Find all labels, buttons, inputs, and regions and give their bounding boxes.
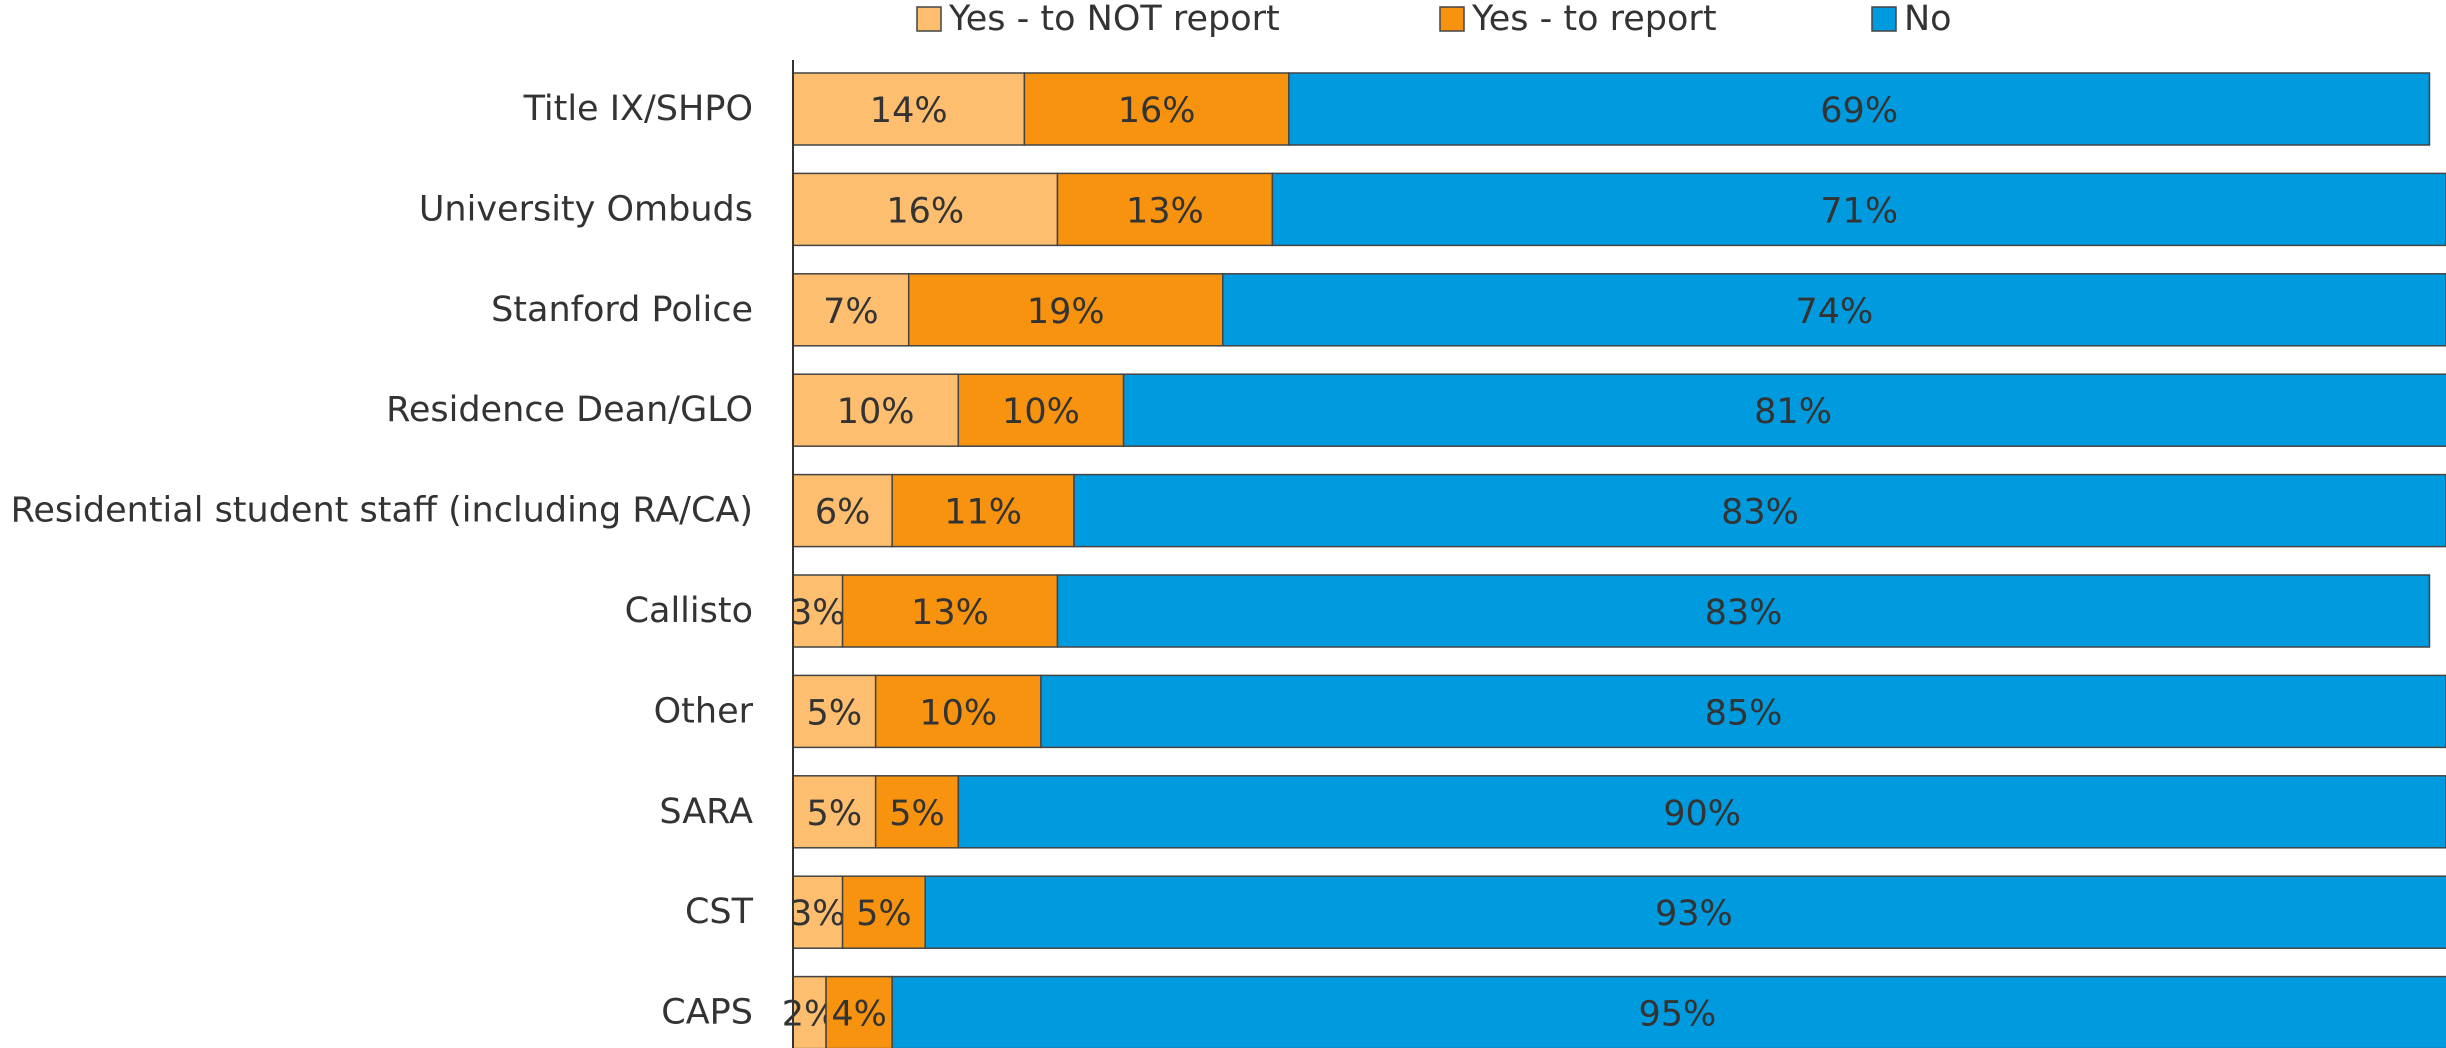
data-label: 90%: [1663, 794, 1741, 834]
bar-segment: [1122, 373, 2446, 447]
data-label: 74%: [1795, 292, 1873, 332]
data-label: 5%: [807, 794, 863, 834]
y-tick-label: University Ombuds: [419, 189, 753, 229]
data-label: 19%: [1027, 292, 1105, 332]
y-tick-label: Callisto: [625, 591, 753, 631]
data-label: 83%: [1705, 593, 1783, 633]
y-tick-label: Title IX/SHPO: [523, 89, 753, 129]
bar-segment: [957, 373, 1125, 447]
data-label: 85%: [1705, 693, 1783, 733]
data-label: 95%: [1638, 995, 1716, 1035]
data-label: 5%: [889, 794, 945, 834]
bar-segment: [1222, 273, 2446, 347]
bar-segment: [792, 473, 893, 548]
bar-segment: [792, 373, 960, 447]
bar-segment: [891, 473, 1075, 548]
bar-segment: [1288, 72, 2431, 146]
bar-segment: [792, 574, 844, 648]
bar-segment: [1056, 574, 2431, 648]
data-label: 10%: [919, 693, 997, 733]
bar-segment: [1040, 674, 2446, 749]
data-label: 83%: [1721, 493, 1799, 533]
bar-segment: [1271, 172, 2446, 247]
y-tick-label: SARA: [659, 792, 753, 832]
bar-segment: [957, 775, 2446, 849]
data-label: 69%: [1820, 91, 1898, 131]
data-label: 14%: [870, 91, 948, 131]
bar-segment: [1073, 473, 2446, 548]
y-tick-label: CAPS: [661, 993, 753, 1033]
data-label: 13%: [1126, 191, 1204, 231]
y-tick-label: CST: [685, 892, 754, 932]
data-label: 6%: [815, 493, 871, 533]
bar-segment: [825, 975, 893, 1048]
bar-segment: [841, 875, 926, 949]
data-label: 13%: [911, 593, 989, 633]
data-label: 3%: [790, 894, 846, 934]
data-label: 16%: [886, 191, 964, 231]
bar-segment: [792, 775, 877, 849]
data-label: 93%: [1655, 894, 1733, 934]
data-label: 81%: [1754, 392, 1832, 432]
legend-label: Yes - to report: [1471, 0, 1717, 39]
data-label: 10%: [1002, 392, 1080, 432]
bar-segment: [874, 775, 960, 849]
bar-segment: [1056, 172, 1274, 247]
y-tick-label: Other: [654, 691, 754, 731]
data-label: 71%: [1820, 191, 1898, 231]
bar-segment: [924, 875, 2446, 949]
data-label: 7%: [823, 292, 879, 332]
legend-swatch: [1871, 6, 1897, 32]
bar-segment: [792, 875, 844, 949]
data-label: 4%: [831, 995, 887, 1035]
bar-segment: [841, 574, 1059, 648]
legend-swatch: [1439, 6, 1465, 32]
y-tick-label: Residence Dean/GLO: [386, 390, 753, 430]
legend-swatch: [916, 6, 942, 32]
y-tick-label: Stanford Police: [491, 290, 753, 330]
legend-label: No: [1904, 0, 1952, 39]
data-label: 10%: [837, 392, 915, 432]
data-label: 5%: [807, 693, 863, 733]
bar-segment: [792, 674, 877, 749]
data-label: 5%: [856, 894, 912, 934]
bar-segment: [1023, 72, 1290, 146]
bar-segment: [792, 72, 1026, 146]
data-label: 16%: [1118, 91, 1196, 131]
y-tick-label: Residential student staff (including RA/…: [11, 491, 753, 531]
data-label: 11%: [944, 493, 1022, 533]
bar-segment: [891, 975, 2446, 1048]
bar-segment: [792, 172, 1059, 247]
legend-label: Yes - to NOT report: [948, 0, 1280, 39]
bar-segment: [874, 674, 1042, 749]
data-label: 3%: [790, 593, 846, 633]
